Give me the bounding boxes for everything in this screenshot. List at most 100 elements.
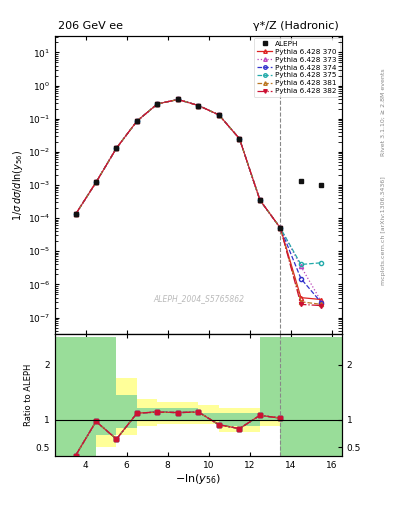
Line: Pythia 6.428 375: Pythia 6.428 375 bbox=[73, 97, 323, 267]
ALEPH bbox=[278, 225, 283, 231]
Pythia 6.428 381 bbox=[135, 118, 140, 124]
Pythia 6.428 370 bbox=[196, 102, 201, 109]
Pythia 6.428 370 bbox=[155, 101, 160, 107]
Pythia 6.428 370 bbox=[73, 211, 78, 218]
Pythia 6.428 375 bbox=[257, 197, 262, 203]
Pythia 6.428 382 bbox=[237, 136, 242, 142]
Pythia 6.428 375 bbox=[237, 136, 242, 142]
Pythia 6.428 374 bbox=[114, 145, 119, 151]
Line: Pythia 6.428 381: Pythia 6.428 381 bbox=[73, 97, 323, 307]
Pythia 6.428 370 bbox=[299, 294, 303, 301]
Pythia 6.428 373 bbox=[73, 211, 78, 218]
Pythia 6.428 382 bbox=[176, 96, 180, 102]
Pythia 6.428 374 bbox=[217, 112, 221, 118]
ALEPH bbox=[94, 179, 98, 185]
Pythia 6.428 370 bbox=[237, 136, 242, 142]
ALEPH bbox=[257, 197, 262, 203]
ALEPH bbox=[319, 182, 324, 188]
Pythia 6.428 382 bbox=[155, 101, 160, 107]
Pythia 6.428 373 bbox=[237, 136, 242, 142]
Pythia 6.428 373 bbox=[278, 225, 283, 231]
Pythia 6.428 375 bbox=[135, 118, 140, 124]
Pythia 6.428 373 bbox=[196, 102, 201, 109]
Pythia 6.428 382 bbox=[94, 179, 98, 185]
Pythia 6.428 381 bbox=[176, 96, 180, 102]
Pythia 6.428 375 bbox=[155, 101, 160, 107]
Pythia 6.428 375 bbox=[196, 102, 201, 109]
Pythia 6.428 374 bbox=[176, 96, 180, 102]
Text: Rivet 3.1.10; ≥ 2.8M events: Rivet 3.1.10; ≥ 2.8M events bbox=[381, 69, 386, 157]
Pythia 6.428 370 bbox=[278, 225, 283, 231]
Text: ALEPH_2004_S5765862: ALEPH_2004_S5765862 bbox=[153, 294, 244, 303]
Pythia 6.428 382 bbox=[114, 145, 119, 151]
Pythia 6.428 374 bbox=[299, 275, 303, 282]
Pythia 6.428 374 bbox=[196, 102, 201, 109]
Pythia 6.428 370 bbox=[217, 112, 221, 118]
Pythia 6.428 370 bbox=[176, 96, 180, 102]
Pythia 6.428 381 bbox=[73, 211, 78, 218]
Pythia 6.428 381 bbox=[237, 136, 242, 142]
Text: γ*/Z (Hadronic): γ*/Z (Hadronic) bbox=[253, 22, 339, 31]
ALEPH bbox=[217, 112, 221, 118]
Pythia 6.428 370 bbox=[114, 145, 119, 151]
Pythia 6.428 382 bbox=[73, 211, 78, 218]
Pythia 6.428 382 bbox=[299, 302, 303, 308]
Text: 206 GeV ee: 206 GeV ee bbox=[58, 22, 123, 31]
Pythia 6.428 373 bbox=[217, 112, 221, 118]
ALEPH bbox=[176, 96, 180, 102]
Text: mcplots.cern.ch [arXiv:1306.3436]: mcplots.cern.ch [arXiv:1306.3436] bbox=[381, 176, 386, 285]
Pythia 6.428 370 bbox=[135, 118, 140, 124]
Y-axis label: Ratio to ALEPH: Ratio to ALEPH bbox=[24, 364, 33, 426]
Pythia 6.428 375 bbox=[217, 112, 221, 118]
Pythia 6.428 375 bbox=[114, 145, 119, 151]
Pythia 6.428 373 bbox=[155, 101, 160, 107]
Pythia 6.428 381 bbox=[217, 112, 221, 118]
Pythia 6.428 374 bbox=[135, 118, 140, 124]
Pythia 6.428 375 bbox=[176, 96, 180, 102]
Pythia 6.428 381 bbox=[196, 102, 201, 109]
Pythia 6.428 373 bbox=[257, 197, 262, 203]
Pythia 6.428 374 bbox=[73, 211, 78, 218]
Pythia 6.428 370 bbox=[94, 179, 98, 185]
Pythia 6.428 382 bbox=[196, 102, 201, 109]
Pythia 6.428 374 bbox=[319, 300, 324, 306]
Pythia 6.428 375 bbox=[299, 262, 303, 268]
Pythia 6.428 374 bbox=[94, 179, 98, 185]
Pythia 6.428 374 bbox=[257, 197, 262, 203]
Pythia 6.428 373 bbox=[94, 179, 98, 185]
Line: Pythia 6.428 370: Pythia 6.428 370 bbox=[73, 97, 323, 302]
Pythia 6.428 382 bbox=[257, 197, 262, 203]
Pythia 6.428 381 bbox=[114, 145, 119, 151]
ALEPH bbox=[73, 211, 78, 218]
Pythia 6.428 381 bbox=[299, 298, 303, 305]
ALEPH bbox=[155, 101, 160, 107]
Pythia 6.428 381 bbox=[319, 302, 324, 308]
Pythia 6.428 381 bbox=[155, 101, 160, 107]
Pythia 6.428 374 bbox=[237, 136, 242, 142]
Pythia 6.428 381 bbox=[278, 225, 283, 231]
ALEPH bbox=[135, 118, 140, 124]
Pythia 6.428 373 bbox=[299, 263, 303, 269]
Pythia 6.428 375 bbox=[319, 260, 324, 266]
Pythia 6.428 382 bbox=[278, 225, 283, 231]
Pythia 6.428 382 bbox=[135, 118, 140, 124]
X-axis label: $-\ln(y_{56})$: $-\ln(y_{56})$ bbox=[175, 472, 222, 486]
ALEPH bbox=[237, 136, 242, 142]
Pythia 6.428 374 bbox=[278, 225, 283, 231]
Line: Pythia 6.428 382: Pythia 6.428 382 bbox=[73, 97, 323, 308]
Pythia 6.428 381 bbox=[94, 179, 98, 185]
Pythia 6.428 373 bbox=[319, 298, 324, 305]
Pythia 6.428 373 bbox=[176, 96, 180, 102]
ALEPH bbox=[114, 145, 119, 151]
Pythia 6.428 382 bbox=[319, 303, 324, 309]
Pythia 6.428 370 bbox=[257, 197, 262, 203]
Line: Pythia 6.428 374: Pythia 6.428 374 bbox=[73, 97, 323, 305]
Pythia 6.428 375 bbox=[94, 179, 98, 185]
Pythia 6.428 373 bbox=[114, 145, 119, 151]
Y-axis label: $1/\sigma\,d\sigma/d\ln(y_{56})$: $1/\sigma\,d\sigma/d\ln(y_{56})$ bbox=[11, 150, 25, 221]
Pythia 6.428 382 bbox=[217, 112, 221, 118]
Pythia 6.428 370 bbox=[319, 296, 324, 303]
Pythia 6.428 374 bbox=[155, 101, 160, 107]
Pythia 6.428 373 bbox=[135, 118, 140, 124]
ALEPH bbox=[196, 102, 201, 109]
